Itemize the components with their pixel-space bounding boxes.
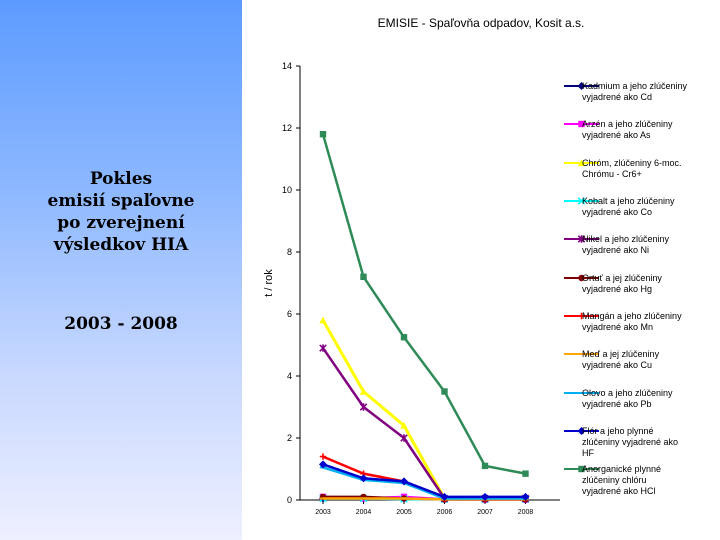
data-point (319, 131, 327, 138)
legend-label: Arzén a jeho zlúčeniny vyjadrené ako As (582, 119, 673, 140)
legend-marker (577, 427, 586, 435)
data-point (359, 403, 368, 411)
y-tick-label: 12 (282, 123, 292, 133)
data-point (481, 492, 489, 501)
chart-title: EMISIE - Spaľovňa odpadov, Kosit a.s. (377, 16, 585, 30)
legend-label: Nikel a jeho zlúčeniny vyjadrené ako Ni (582, 234, 670, 255)
data-point (481, 462, 489, 470)
x-tick-label: 2008 (518, 509, 534, 516)
x-tick-label: 2007 (477, 509, 493, 516)
y-tick-label: 10 (282, 185, 292, 195)
legend-label: Kobalt a jeho zlúčeniny vyjadrené ako Co (582, 196, 675, 217)
y-tick-label: 8 (287, 247, 292, 257)
legend-marker (577, 197, 586, 205)
legend-marker (577, 235, 586, 243)
panel-heading-line: výsledkov HIA (53, 235, 189, 255)
emissions-line-chart: 0 2 4 6 8 10 12 14 2003 2004 2005 2006 2007 2008 t / r… (263, 61, 688, 516)
panel-heading: Pokles emisií spaľovne po zverejnení výs… (0, 168, 242, 256)
x-tick-label: 2004 (356, 509, 372, 516)
data-point (319, 344, 327, 352)
legend-marker (578, 312, 585, 320)
legend-label: Olovo a jeho zlúčeniny vyjadrené ako Pb (582, 388, 673, 409)
data-point (440, 492, 449, 501)
legend-marker (578, 465, 585, 473)
data-point (319, 453, 327, 460)
legend-marker (577, 159, 586, 167)
panel-heading-line: emisií spaľovne (47, 191, 195, 211)
data-point (441, 388, 448, 395)
x-tick-label: 2005 (396, 509, 412, 516)
y-tick-label: 2 (287, 433, 292, 443)
y-tick-label: 6 (287, 309, 292, 319)
data-point (400, 477, 408, 486)
y-axis-label: t / rok (263, 269, 275, 297)
data-point (522, 470, 529, 477)
series-line (321, 319, 526, 500)
series-line (322, 466, 526, 500)
panel-heading-line: po zverejnení (57, 213, 185, 233)
y-tick-label: 4 (287, 371, 292, 381)
legend-label: Kadmium a jeho zlúčeniny vyjadrené ako Cd (582, 81, 688, 102)
series-line (322, 463, 526, 499)
data-point (400, 334, 408, 341)
legend-label: Flór a jeho plynné zlúčeniny vyjadrené ak… (582, 426, 678, 458)
data-point (400, 421, 408, 429)
y-tick-label: 0 (287, 495, 292, 505)
panel-heading-line: Pokles (89, 169, 153, 189)
y-tick-label: 14 (282, 61, 292, 71)
legend-label: Meď a jej zlúčeniny vyjadrené ako Cu (582, 349, 660, 370)
data-point (319, 316, 327, 324)
data-point (359, 474, 368, 483)
data-point (360, 273, 367, 280)
legend-marker (578, 274, 585, 282)
legend-marker (577, 82, 586, 90)
data-point (400, 434, 408, 442)
series-line (321, 133, 526, 475)
data-point (521, 492, 530, 501)
left-panel: Pokles emisií spaľovne po zverejnení výs… (0, 0, 242, 540)
legend-label: Ortuť a jej zlúčeniny vyjadrené ako Hg (582, 273, 662, 294)
data-point (319, 460, 327, 469)
x-tick-label: 2006 (437, 509, 453, 516)
years-range: 2003 - 2008 (64, 314, 178, 334)
legend-label: Anorganické plynné zlúčeniny chlóru vyjadr… (582, 464, 661, 496)
x-tick-label: 2003 (315, 509, 331, 516)
legend-label: Mangán a jeho zlúčeniny vyjadrené ako Mn (582, 311, 682, 332)
legend-label: Chróm, zlúčeniny 6-moc. Chrómu - Cr6+ (582, 158, 682, 179)
data-point (359, 387, 368, 395)
legend-marker (578, 120, 585, 128)
